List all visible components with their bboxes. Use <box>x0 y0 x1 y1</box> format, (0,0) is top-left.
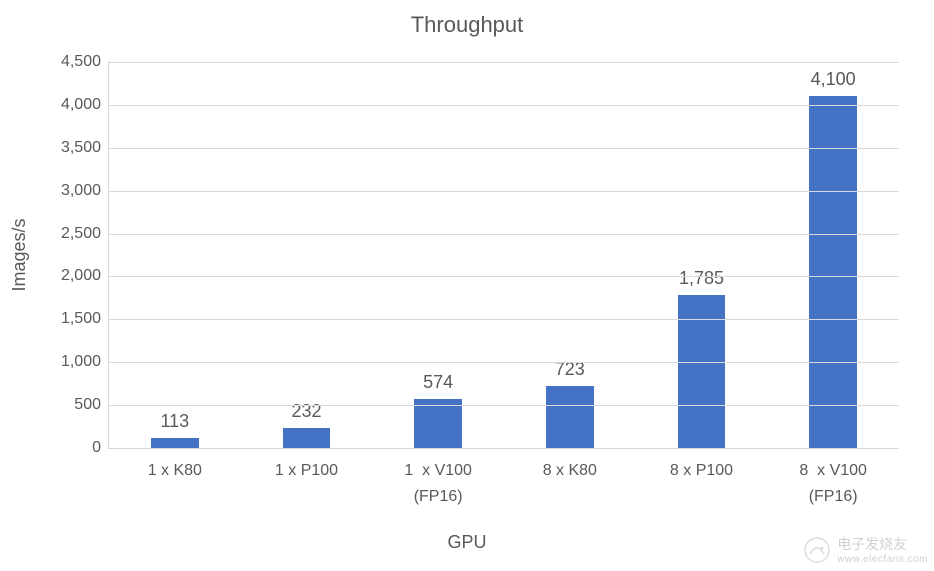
bar-value-label: 4,100 <box>811 69 856 90</box>
bar-value-label: 1,785 <box>679 268 724 289</box>
y-tick-label: 1,000 <box>61 353 109 371</box>
y-tick-label: 1,500 <box>61 310 109 328</box>
grid-line <box>109 405 899 406</box>
x-tick-label: 1 x V100 (FP16) <box>404 458 472 509</box>
grid-line <box>109 62 899 63</box>
bar-slot: 2321 x P100 <box>241 62 373 448</box>
y-tick-label: 2,000 <box>61 267 109 285</box>
watermark-url: www.elecfans.com <box>837 554 928 565</box>
bar: 232 <box>283 428 330 448</box>
y-axis-label: Images/s <box>9 218 30 291</box>
grid-line <box>109 276 899 277</box>
x-axis-label: GPU <box>0 532 934 553</box>
bar-slot: 7238 x K80 <box>504 62 636 448</box>
grid-line <box>109 191 899 192</box>
bar-slot: 4,1008 x V100 (FP16) <box>767 62 899 448</box>
bar-slot: 1131 x K80 <box>109 62 241 448</box>
x-tick-label: 8 x V100 (FP16) <box>799 458 867 509</box>
grid-line <box>109 105 899 106</box>
y-tick-label: 3,500 <box>61 139 109 157</box>
throughput-chart: Throughput 1131 x K802321 x P1005741 x V… <box>0 0 934 571</box>
grid-line <box>109 319 899 320</box>
x-tick-label: 8 x K80 <box>543 458 597 484</box>
x-tick-label: 1 x K80 <box>148 458 202 484</box>
bar: 4,100 <box>809 96 856 448</box>
bar: 574 <box>414 399 461 448</box>
bar: 1,785 <box>678 295 725 448</box>
grid-line <box>109 234 899 235</box>
y-tick-label: 2,500 <box>61 225 109 243</box>
bar-value-label: 574 <box>423 372 453 393</box>
y-tick-label: 4,000 <box>61 96 109 114</box>
plot-area: 1131 x K802321 x P1005741 x V100 (FP16)7… <box>108 62 899 449</box>
bar: 113 <box>151 438 198 448</box>
bar-value-label: 113 <box>160 411 189 432</box>
x-tick-label: 8 x P100 <box>670 458 733 484</box>
y-tick-label: 500 <box>74 396 109 414</box>
bar-slot: 1,7858 x P100 <box>636 62 768 448</box>
y-tick-label: 4,500 <box>61 53 109 71</box>
grid-line <box>109 148 899 149</box>
bars-layer: 1131 x K802321 x P1005741 x V100 (FP16)7… <box>109 62 899 448</box>
chart-title: Throughput <box>0 12 934 38</box>
grid-line <box>109 362 899 363</box>
y-tick-label: 0 <box>92 439 109 457</box>
bar: 723 <box>546 386 593 448</box>
y-tick-label: 3,000 <box>61 182 109 200</box>
bar-slot: 5741 x V100 (FP16) <box>372 62 504 448</box>
x-tick-label: 1 x P100 <box>275 458 338 484</box>
